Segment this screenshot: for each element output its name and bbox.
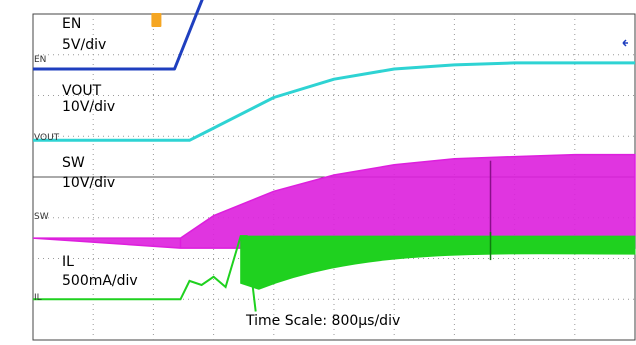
trace-en [33,0,204,71]
waveforms [32,0,636,312]
label-vout-scale: 10V/div [62,99,115,115]
label-sw-name: SW [62,155,85,171]
ground-marker-il: IL [34,293,42,303]
trigger-level-arrow-icon [622,39,628,47]
trigger-marker-icon [151,13,162,27]
time-scale-label: Time Scale: 800µs/div [245,313,400,329]
ground-marker-en: EN [34,55,46,65]
label-en-scale: 5V/div [62,37,106,53]
channel-labels: EN5V/divENVOUT10V/divVOUTSW10V/divSWIL50… [34,13,628,303]
ground-marker-vout: VOUT [34,133,60,143]
trace-il-ripple [240,235,636,290]
label-sw-scale: 10V/div [62,175,115,191]
label-vout-name: VOUT [62,83,102,99]
label-il-scale: 500mA/div [62,273,138,289]
trace-vout [33,61,635,142]
ground-marker-sw: SW [34,212,49,222]
label-en-name: EN [62,16,81,32]
label-il-name: IL [62,254,74,270]
